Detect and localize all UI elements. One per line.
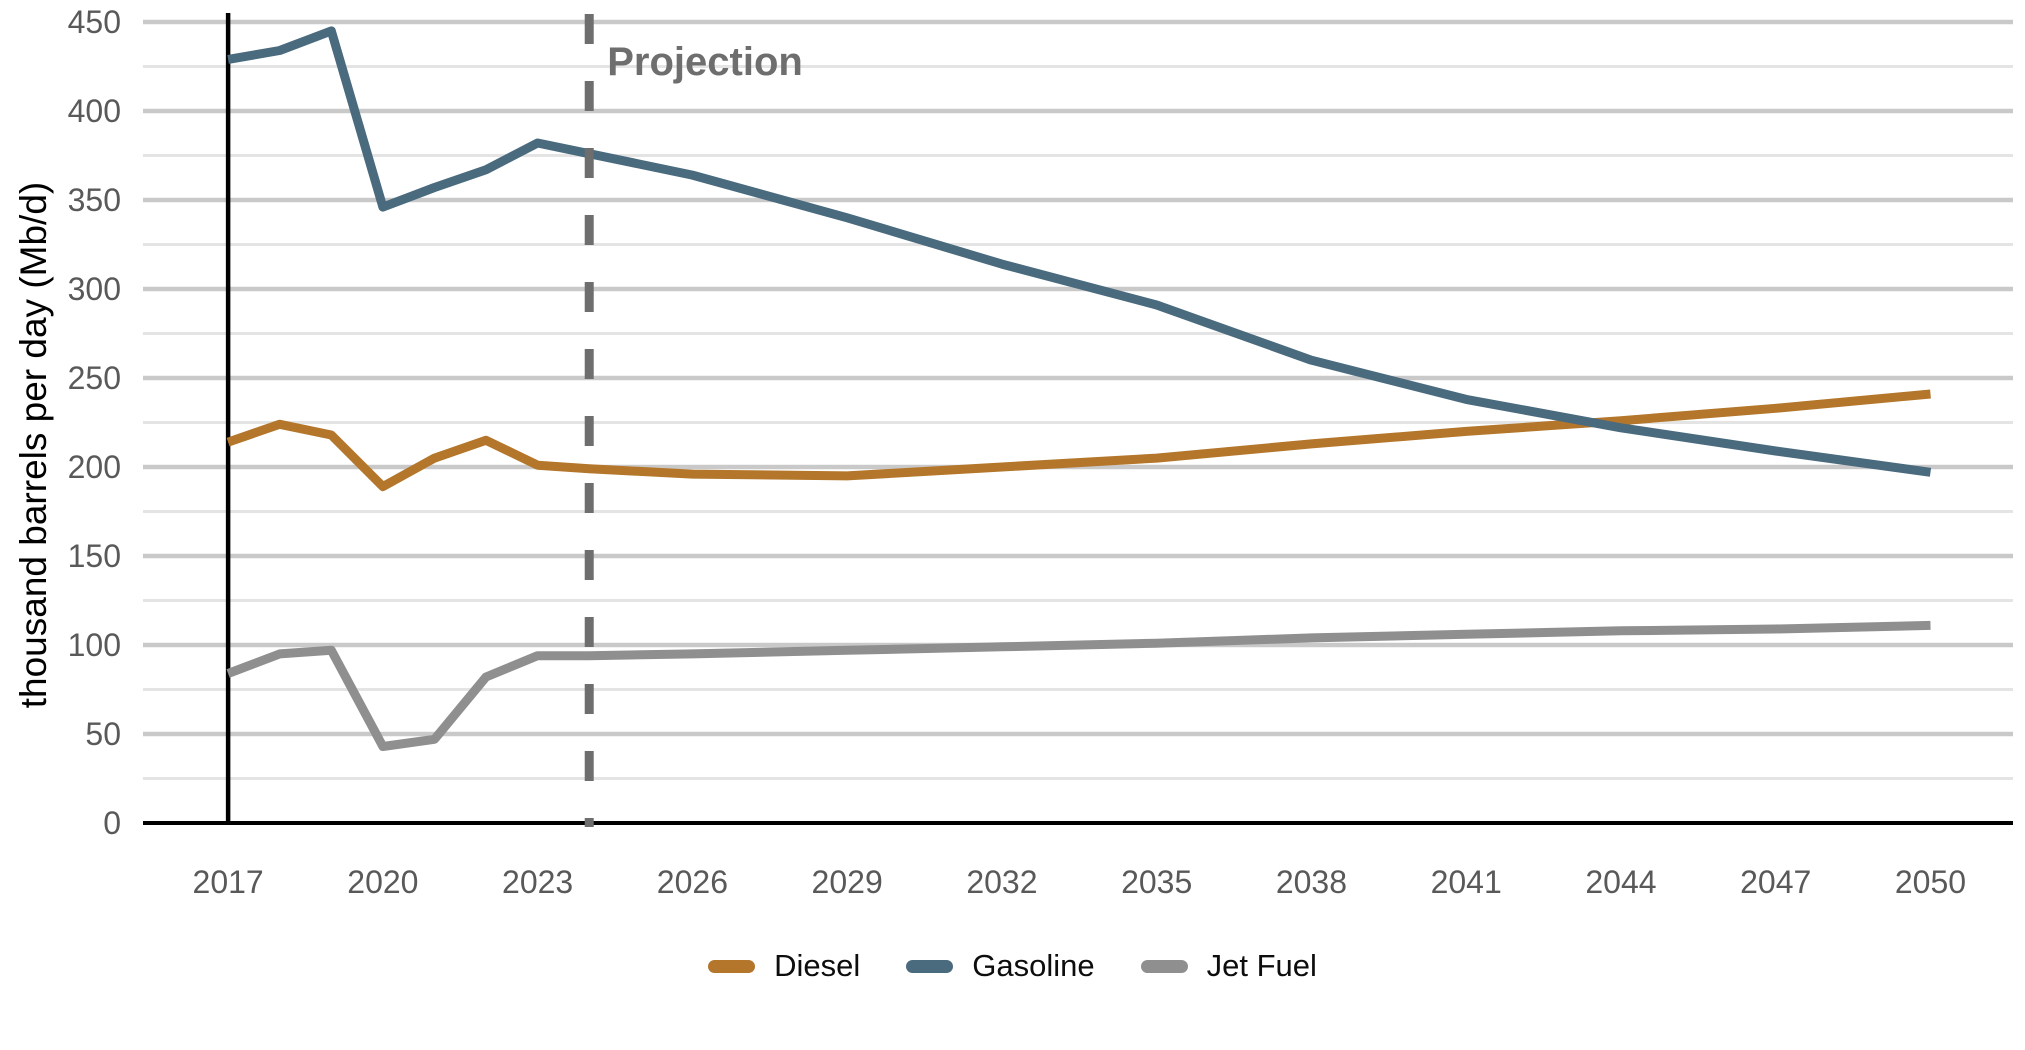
projection-label: Projection bbox=[607, 40, 803, 84]
series-line-gasoline bbox=[227, 26, 1932, 477]
y-axis-title: thousand barrels per day (Mb/d) bbox=[13, 182, 54, 709]
y-tick-label: 350 bbox=[68, 182, 121, 218]
x-tick-label: 2017 bbox=[193, 864, 264, 900]
x-tick-label: 2044 bbox=[1585, 864, 1656, 900]
legend-item-diesel: Diesel bbox=[708, 948, 860, 984]
x-tick-label: 2026 bbox=[657, 864, 728, 900]
chart-legend: Diesel Gasoline Jet Fuel bbox=[0, 948, 2025, 984]
tick-labels: 0 50 100 150 200 250 300 350 400 450 2017 2020 2023 2… bbox=[68, 4, 1966, 900]
x-tick-label: 2047 bbox=[1740, 864, 1811, 900]
y-tick-label: 400 bbox=[68, 93, 121, 129]
y-tick-label: 50 bbox=[85, 716, 121, 752]
x-tick-label: 2038 bbox=[1276, 864, 1347, 900]
gridlines bbox=[143, 19, 2013, 780]
series-line-jet-fuel bbox=[226, 620, 1931, 751]
x-tick-label: 2050 bbox=[1895, 864, 1966, 900]
legend-item-jet-fuel: Jet Fuel bbox=[1140, 948, 1317, 984]
y-tick-label: 150 bbox=[68, 538, 121, 574]
legend-swatch-icon bbox=[906, 959, 954, 973]
x-tick-label: 2041 bbox=[1431, 864, 1502, 900]
legend-label: Diesel bbox=[774, 948, 861, 983]
y-tick-label: 100 bbox=[68, 627, 121, 663]
x-tick-label: 2029 bbox=[812, 864, 883, 900]
y-tick-label: 200 bbox=[68, 449, 121, 485]
y-tick-label: 300 bbox=[68, 271, 121, 307]
x-tick-label: 2023 bbox=[502, 864, 573, 900]
chart-canvas: Projection 0 50 100 150 200 250 300 350 400 450 20… bbox=[13, 4, 2013, 900]
legend-swatch-icon bbox=[708, 959, 756, 973]
legend-label: Gasoline bbox=[972, 948, 1095, 983]
series-lines bbox=[226, 26, 1932, 751]
y-tick-label: 250 bbox=[68, 360, 121, 396]
legend-item-gasoline: Gasoline bbox=[906, 948, 1095, 984]
y-tick-label: 450 bbox=[68, 4, 121, 40]
series-line-diesel bbox=[226, 389, 1931, 492]
legend-label: Jet Fuel bbox=[1206, 948, 1317, 983]
y-tick-label: 0 bbox=[103, 805, 121, 841]
legend-swatch-icon bbox=[1140, 959, 1188, 973]
x-tick-label: 2035 bbox=[1121, 864, 1192, 900]
annotations: Projection bbox=[584, 14, 803, 827]
x-tick-label: 2032 bbox=[966, 864, 1037, 900]
axes bbox=[143, 13, 2013, 825]
x-tick-label: 2020 bbox=[347, 864, 418, 900]
